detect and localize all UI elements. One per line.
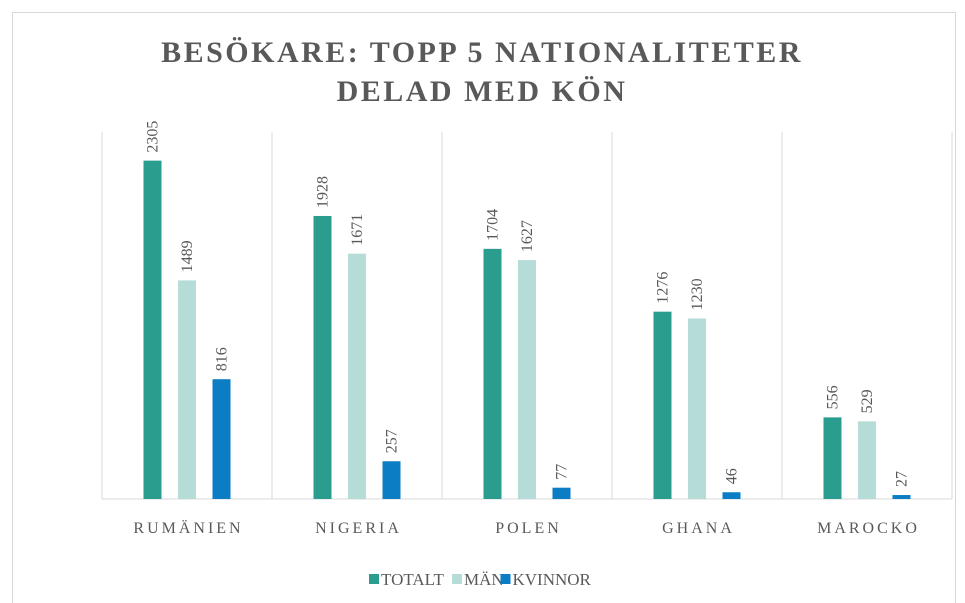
data-label: 1627	[519, 220, 536, 252]
x-tick-label: GHANA	[662, 520, 735, 537]
chart-title: BESÖKARE: TOPP 5 NATIONALITETER	[161, 36, 803, 69]
bar	[178, 280, 196, 499]
data-label: 1704	[485, 209, 502, 241]
bar	[483, 248, 502, 499]
data-label: 1671	[349, 214, 366, 246]
bar	[552, 487, 571, 499]
data-label: 1276	[655, 272, 672, 304]
bar	[518, 260, 536, 499]
bar	[212, 379, 231, 499]
data-label: 77	[554, 464, 571, 480]
bar	[722, 492, 741, 499]
data-label: 1230	[689, 278, 706, 310]
bar	[858, 421, 876, 499]
data-label: 2305	[145, 121, 162, 153]
bar	[892, 495, 911, 499]
x-tick-label: NIGERIA	[315, 520, 402, 537]
x-tick-label: POLEN	[495, 520, 562, 537]
bar	[348, 253, 366, 499]
legend-swatch	[500, 574, 511, 584]
legend-swatch	[452, 574, 462, 584]
legend-label: MÄN	[464, 570, 504, 589]
bar	[653, 311, 672, 499]
data-label: 1489	[179, 240, 196, 272]
bar	[143, 160, 162, 499]
data-label: 46	[724, 468, 741, 484]
chart-frame	[12, 12, 956, 603]
data-label: 1928	[315, 176, 332, 208]
legend-label: KVINNOR	[513, 570, 592, 589]
data-label: 257	[384, 429, 401, 453]
chart-title: DELAD MED KÖN	[337, 75, 628, 108]
x-tick-label: RUMÄNIEN	[133, 519, 243, 537]
legend-label: TOTALT	[381, 570, 444, 589]
data-label: 529	[859, 389, 876, 413]
data-label: 556	[825, 385, 842, 409]
data-label: 27	[894, 471, 911, 487]
bar	[688, 318, 706, 499]
x-tick-label: MAROCKO	[817, 520, 920, 537]
data-label: 816	[214, 347, 231, 371]
legend-swatch	[369, 574, 379, 584]
bar	[823, 417, 842, 499]
bar	[382, 461, 401, 499]
bar	[313, 215, 332, 499]
